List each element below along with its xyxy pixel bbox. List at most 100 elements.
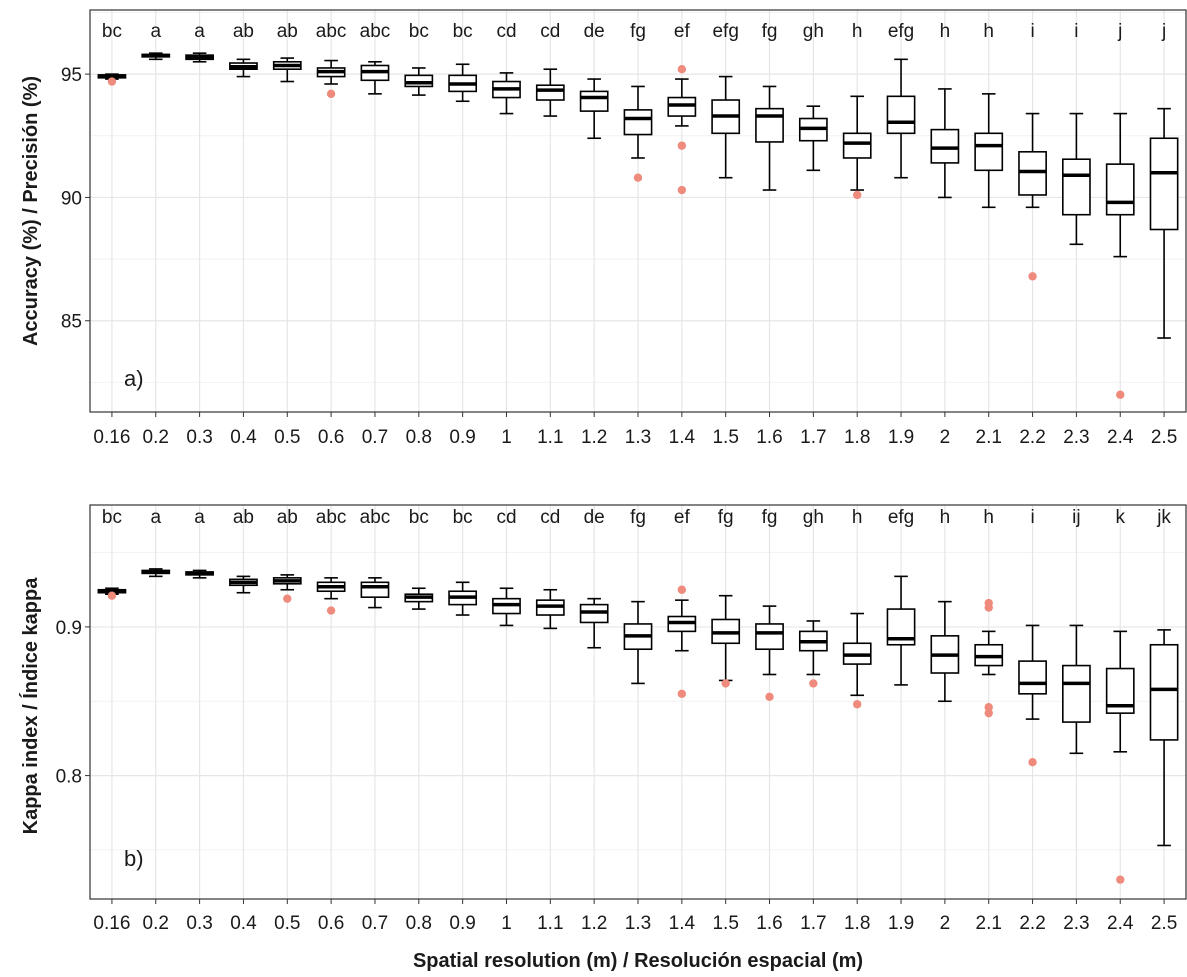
y-tick-label: 95 (61, 65, 82, 86)
box-iqr (1018, 660, 1047, 695)
outlier-point (809, 679, 818, 688)
x-tick-label: 0.16 (93, 913, 130, 934)
box-0.7 (360, 60, 390, 95)
y-tick-label: 0.8 (56, 767, 82, 788)
x-tick-label: 2.1 (976, 427, 1002, 448)
significance-letter: j (1117, 21, 1122, 42)
significance-letter: fg (630, 21, 646, 42)
significance-letter: ab (277, 507, 298, 528)
box-1.1 (535, 588, 565, 630)
significance-letter: fg (630, 507, 646, 528)
box-1.2 (579, 78, 609, 140)
significance-letter: bc (453, 507, 473, 528)
box-iqr (842, 132, 872, 159)
outlier-point (677, 585, 687, 594)
x-tick-label: 1.9 (888, 427, 914, 448)
significance-letter: h (940, 21, 951, 42)
significance-letter: i (1030, 21, 1034, 42)
box-1.9 (886, 575, 916, 686)
box-1.7 (798, 620, 828, 688)
box-1.5 (711, 594, 741, 688)
box-2 (930, 88, 960, 199)
x-tick-label: 0.6 (318, 427, 344, 448)
significance-letter: gh (803, 21, 824, 42)
x-tick-label: 2.2 (1019, 427, 1045, 448)
box-iqr (535, 84, 565, 101)
box-2 (930, 600, 960, 703)
significance-letter: ef (674, 21, 691, 42)
outlier-point (721, 679, 730, 688)
significance-letter: h (852, 21, 863, 42)
x-tick-label: 0.16 (93, 427, 130, 448)
significance-letter: ab (277, 21, 298, 42)
box-0.7 (360, 577, 390, 609)
significance-letter: bc (409, 507, 429, 528)
panel-tag: a) (124, 366, 144, 391)
significance-letter: ij (1072, 507, 1080, 528)
significance-letter: efg (712, 21, 738, 42)
significance-letter: cd (540, 21, 560, 42)
significance-letter: fg (762, 507, 778, 528)
outlier-point (1116, 390, 1125, 399)
significance-letter: ef (674, 507, 691, 528)
y-tick-label: 85 (61, 312, 82, 333)
box-0.16 (97, 587, 127, 600)
x-tick-label: 0.2 (143, 427, 169, 448)
outlier-point (1116, 875, 1125, 884)
significance-letter: cd (496, 507, 516, 528)
panel-a-ylabel: Accuracy (%) / Precisión (%) (20, 76, 42, 346)
outlier-point (677, 141, 687, 150)
x-tick-label: 1.6 (756, 913, 782, 934)
x-tick-label: 2 (940, 913, 951, 934)
significance-letter: fg (762, 21, 778, 42)
significance-letter: a (194, 507, 205, 528)
significance-letter: jk (1156, 507, 1171, 528)
x-tick-label: 0.3 (186, 427, 212, 448)
box-0.6 (316, 577, 346, 615)
box-0.5 (272, 574, 302, 603)
box-0.3 (185, 569, 214, 579)
x-tick-label: 0.4 (230, 913, 257, 934)
box-0.2 (141, 568, 171, 578)
significance-letter: h (983, 21, 994, 42)
significance-letter: cd (540, 507, 560, 528)
significance-letter: abc (316, 507, 347, 528)
box-iqr (930, 128, 960, 164)
x-tick-label: 0.8 (406, 913, 432, 934)
significance-letter: bc (102, 21, 122, 42)
box-1.2 (579, 597, 609, 649)
box-iqr (1018, 151, 1047, 196)
box-2.5 (1149, 629, 1179, 847)
box-iqr (1105, 163, 1135, 216)
box-iqr (404, 74, 434, 88)
y-tick-label: 0.9 (56, 618, 82, 639)
x-tick-label: 2.1 (976, 913, 1002, 934)
box-0.16 (97, 73, 127, 86)
significance-letter: i (1074, 21, 1078, 42)
outlier-point (1028, 758, 1037, 767)
box-1.1 (535, 68, 565, 117)
x-tick-label: 1.7 (800, 427, 826, 448)
box-iqr (579, 90, 609, 112)
box-1.4 (667, 585, 697, 699)
x-tick-label: 0.5 (274, 427, 300, 448)
outlier-point (677, 185, 687, 195)
box-0.8 (404, 67, 434, 96)
box-1.6 (755, 85, 784, 191)
outlier-point (107, 591, 117, 600)
significance-letter: h (983, 507, 994, 528)
box-0.2 (141, 52, 171, 61)
significance-letter: i (1030, 507, 1034, 528)
box-2.2 (1018, 624, 1047, 767)
x-tick-label: 0.6 (318, 913, 344, 934)
box-iqr (755, 107, 784, 143)
significance-letter: abc (316, 21, 347, 42)
box-0.5 (272, 57, 302, 83)
x-axis-title: Spatial resolution (m) / Resolución espa… (413, 950, 863, 972)
significance-letter: a (150, 507, 161, 528)
outlier-point (326, 89, 336, 99)
x-tick-label: 1.4 (669, 427, 696, 448)
x-tick-label: 2.5 (1151, 427, 1177, 448)
x-tick-label: 1.3 (625, 913, 651, 934)
box-iqr (974, 132, 1004, 172)
